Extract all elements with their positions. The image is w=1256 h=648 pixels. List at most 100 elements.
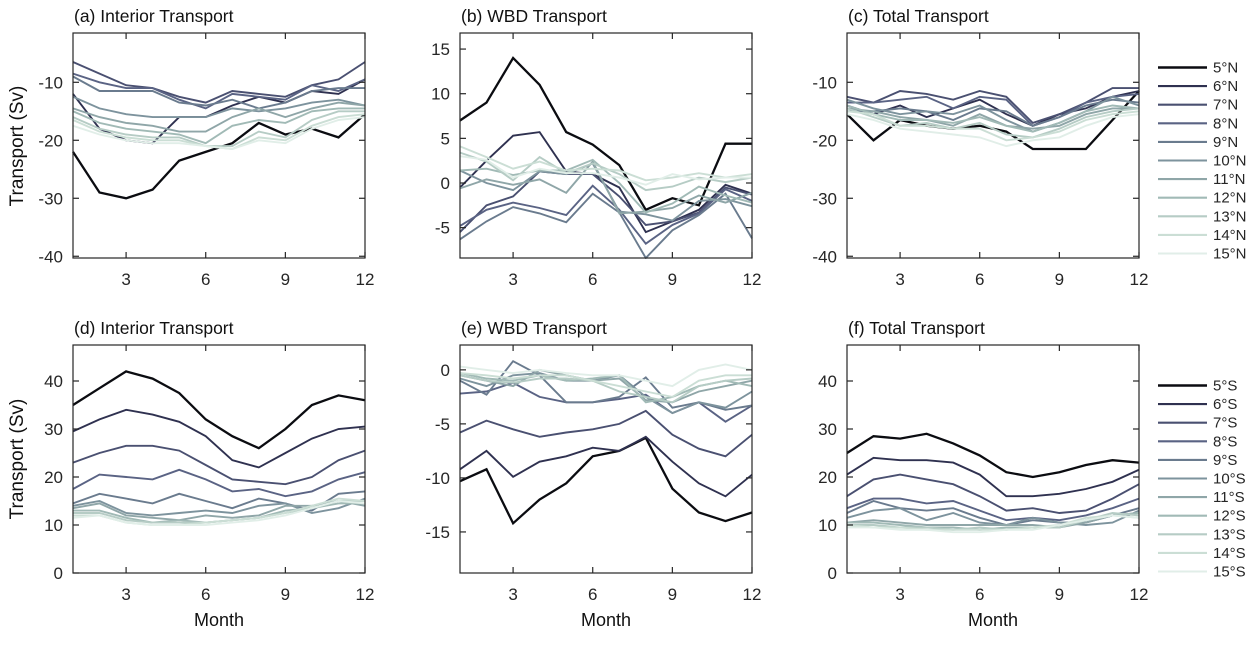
panel-f-axes-box	[846, 344, 1140, 574]
series-line-15°N	[72, 116, 366, 150]
series-line-5°S	[72, 370, 366, 450]
series-line-10°S	[72, 497, 366, 517]
panel-c: 3 6 9 12 -40 -30 -20 -10	[812, 32, 1148, 289]
y-tick-label: 10	[44, 516, 63, 535]
y-tick-label: -5	[435, 415, 450, 434]
x-tick-label: 3	[508, 585, 517, 604]
y-tick-label: 20	[818, 468, 837, 487]
series-line-9°N	[847, 98, 1140, 127]
series-line-6°S	[72, 408, 366, 469]
x-tick-label: 6	[588, 585, 597, 604]
legend-label-12°S: 12°S	[1213, 508, 1246, 525]
legend-label-7°N: 7°N	[1213, 97, 1238, 114]
y-tick-label: 40	[44, 372, 63, 391]
x-tick-label: 6	[975, 270, 984, 289]
x-tick-label: 9	[1055, 585, 1064, 604]
panel-b-title: (b) WBD Transport	[461, 6, 607, 26]
panel-e: 3 6 9 12 -15 -10 -5 0	[425, 344, 761, 604]
legend-label-7°S: 7°S	[1213, 415, 1237, 432]
x-tick-label: 12	[356, 585, 375, 604]
legend-south: 5°S6°S 7°S8°S 9°S 10°S11°S 12°S13°S 14°S 15°S	[1158, 378, 1246, 581]
legend-label-6°N: 6°N	[1213, 78, 1238, 95]
legend-label-13°S: 13°S	[1213, 526, 1246, 543]
panel-c-series	[846, 87, 1140, 151]
y-tick-label: 0	[54, 564, 63, 583]
legend-label-10°N: 10°N	[1213, 153, 1247, 170]
panel-b-series	[459, 56, 753, 259]
y-tick-label: 40	[818, 372, 837, 391]
legend-label-9°N: 9°N	[1213, 134, 1238, 151]
series-line-15°S	[72, 500, 366, 526]
y-tick-label: 30	[44, 420, 63, 439]
series-line-9°N	[459, 192, 753, 259]
y-axis-label-bottom: Transport (Sv)	[7, 398, 28, 520]
series-line-14°N	[459, 145, 753, 182]
legend-label-11°N: 11°N	[1213, 171, 1245, 188]
series-line-8°S	[459, 381, 753, 423]
series-line-7°S	[846, 473, 1140, 514]
legend-label-14°S: 14°S	[1213, 545, 1246, 562]
panel-c-title: (c) Total Transport	[848, 6, 989, 26]
y-tick-label: 30	[818, 420, 837, 439]
x-tick-label: 3	[121, 270, 130, 289]
series-line-13°S	[459, 374, 753, 404]
panel-d-series	[72, 370, 366, 526]
series-line-5°N	[459, 56, 752, 212]
series-line-5°S	[459, 436, 753, 526]
x-tick-label: 3	[508, 270, 517, 289]
legend-label-6°S: 6°S	[1213, 396, 1237, 413]
y-tick-label: 0	[828, 564, 837, 583]
series-line-11°N	[72, 101, 366, 133]
panel-e-axes-box	[459, 344, 753, 574]
x-tick-label: 12	[1130, 585, 1149, 604]
y-tick-label: -10	[425, 469, 450, 488]
series-line-14°S	[459, 372, 752, 398]
legend-north: 5°N6°N 7°N8°N 9°N 10°N11°N 12°N13°N 14°N 15°N	[1158, 60, 1247, 263]
series-line-11°S	[459, 368, 753, 404]
series-line-7°N	[846, 87, 1139, 124]
legend-label-5°S: 5°S	[1213, 378, 1237, 395]
x-axis-label-e: Month	[580, 610, 632, 630]
series-line-15°S	[459, 363, 753, 388]
series-line-9°S	[72, 490, 366, 512]
x-axis-label-f: Month	[967, 610, 1019, 630]
series-line-5°S	[846, 432, 1140, 479]
panel-d: 3 6 9 12 0 10 20 30 40	[44, 344, 375, 604]
y-tick-label: 0	[441, 174, 450, 193]
x-tick-label: 9	[668, 270, 677, 289]
series-line-15°N	[846, 113, 1140, 148]
x-tick-label: 6	[201, 270, 210, 289]
series-line-11°S	[846, 512, 1140, 529]
y-tick-label: -10	[38, 73, 63, 92]
series-line-10°N	[846, 95, 1140, 133]
legend-label-15°S: 15°S	[1213, 564, 1246, 581]
y-tick-label: -30	[38, 189, 63, 208]
series-line-10°N	[72, 95, 366, 119]
series-line-7°N	[72, 61, 366, 104]
y-tick-label: -15	[425, 523, 450, 542]
panel-a: 3 6 9 12 -40 -30 -20 -10	[38, 32, 374, 289]
series-line-8°N	[72, 72, 366, 110]
series-line-14°S	[846, 514, 1140, 531]
x-tick-label: 6	[201, 585, 210, 604]
panel-f-series	[846, 432, 1140, 534]
series-line-11°N	[846, 107, 1139, 130]
series-line-10°S	[846, 507, 1140, 526]
legend-label-10°S: 10°S	[1213, 471, 1246, 488]
y-tick-label: 0	[441, 361, 450, 380]
x-tick-label: 12	[743, 270, 762, 289]
x-tick-label: 9	[281, 585, 290, 604]
x-tick-label: 3	[895, 270, 904, 289]
legend-label-12°N: 12°N	[1213, 190, 1247, 207]
panel-d-title: (d) Interior Transport	[74, 318, 234, 338]
y-tick-label: 10	[818, 516, 837, 535]
x-tick-label: 6	[975, 585, 984, 604]
x-tick-label: 3	[121, 585, 130, 604]
series-line-6°N	[459, 131, 753, 234]
legend-label-15°N: 15°N	[1213, 246, 1247, 263]
y-axis-label-top: Transport (Sv)	[7, 85, 28, 207]
panel-a-title: (a) Interior Transport	[74, 6, 234, 26]
y-tick-label: 15	[431, 40, 450, 59]
series-line-8°N	[459, 184, 753, 245]
